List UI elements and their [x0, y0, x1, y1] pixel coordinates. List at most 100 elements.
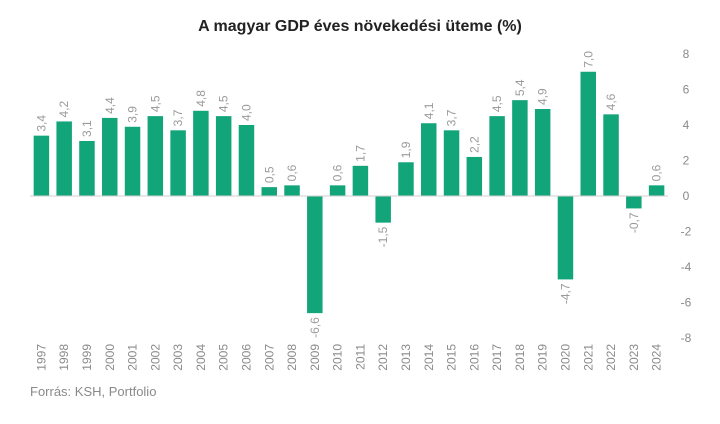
y-tick--6: -6 — [681, 296, 692, 310]
x-tick-1999: 1999 — [80, 344, 94, 371]
data-label-2008: 0,6 — [285, 164, 299, 181]
bar-2005 — [215, 116, 232, 197]
data-label-2012: -1,5 — [376, 226, 390, 247]
x-tick-2017: 2017 — [490, 344, 504, 371]
x-tick-2002: 2002 — [148, 344, 162, 371]
x-tick-2010: 2010 — [331, 344, 345, 371]
data-label-1999: 3,1 — [80, 120, 94, 137]
y-tick--4: -4 — [681, 260, 692, 274]
data-label-2014: 4,1 — [422, 102, 436, 119]
y-tick--2: -2 — [681, 225, 692, 239]
source-note: Forrás: KSH, Portfolio — [30, 384, 157, 399]
bar-2018 — [512, 100, 528, 196]
x-tick-2009: 2009 — [308, 344, 322, 371]
bar-2007 — [261, 187, 277, 197]
y-axis-ticks: 8 6 4 2 0 -2 -4 -6 -8 — [681, 47, 692, 345]
bar-1997 — [33, 135, 50, 196]
bar-2015 — [443, 130, 460, 196]
bar-2001 — [124, 126, 141, 196]
x-tick-2022: 2022 — [604, 344, 618, 371]
x-tick-2011: 2011 — [353, 344, 367, 370]
data-label-2003: 3,7 — [171, 109, 185, 126]
bar-2014 — [421, 123, 437, 196]
x-tick-2014: 2014 — [422, 344, 436, 371]
data-label-2023: -0,7 — [627, 212, 641, 233]
bar-2008 — [284, 185, 300, 196]
x-axis-ticks: 1997 1998 1999 2000 2001 2002 2003 2004 2005 2006… — [34, 344, 663, 371]
x-tick-2000: 2000 — [103, 344, 117, 371]
x-tick-2020: 2020 — [558, 344, 572, 371]
data-label-2002: 4,5 — [148, 95, 162, 112]
data-label-2009: -6,6 — [308, 317, 322, 338]
data-label-2022: 4,6 — [604, 93, 618, 110]
bar-2013 — [398, 162, 414, 196]
x-tick-2003: 2003 — [171, 344, 185, 371]
bar-1998 — [56, 121, 72, 196]
data-label-1997: 3,4 — [34, 115, 48, 132]
bar-2012 — [375, 196, 391, 223]
data-label-2020: -4,7 — [558, 283, 572, 304]
bar-2017 — [489, 116, 505, 197]
y-tick-0: 0 — [683, 189, 690, 203]
bar-2021 — [580, 71, 596, 196]
bar-2006 — [238, 125, 255, 196]
data-label-2016: 2,2 — [467, 136, 481, 153]
data-label-2005: 4,5 — [217, 95, 231, 112]
bar-2009 — [307, 196, 323, 314]
bar-2019 — [534, 109, 551, 196]
bar-2004 — [193, 110, 209, 196]
data-label-1998: 4,2 — [57, 100, 71, 117]
x-tick-2007: 2007 — [262, 344, 276, 371]
bar-2003 — [170, 130, 186, 196]
x-tick-2005: 2005 — [217, 344, 231, 371]
bar-2002 — [147, 116, 164, 197]
bar-2010 — [329, 185, 346, 196]
x-tick-2024: 2024 — [650, 344, 664, 371]
y-tick-6: 6 — [683, 83, 690, 97]
y-tick-4: 4 — [683, 118, 690, 132]
x-tick-2004: 2004 — [194, 344, 208, 371]
y-tick-8: 8 — [683, 47, 690, 61]
x-tick-2006: 2006 — [239, 344, 253, 371]
bar-2011 — [352, 165, 369, 196]
data-label-2013: 1,9 — [399, 141, 413, 158]
bar-2020 — [557, 196, 574, 280]
data-label-2006: 4,0 — [239, 104, 253, 121]
data-label-2017: 4,5 — [490, 95, 504, 112]
data-label-2004: 4,8 — [194, 90, 208, 107]
data-label-2015: 3,7 — [445, 109, 459, 126]
x-tick-2019: 2019 — [536, 344, 550, 371]
y-tick--8: -8 — [681, 331, 692, 345]
x-tick-2023: 2023 — [627, 344, 641, 371]
data-label-2024: 0,6 — [650, 164, 664, 181]
data-label-2019: 4,9 — [536, 88, 550, 105]
data-label-2021: 7,0 — [581, 51, 595, 68]
bar-2022 — [603, 114, 619, 196]
data-label-2010: 0,6 — [331, 164, 345, 181]
x-tick-1997: 1997 — [34, 344, 48, 371]
x-tick-2001: 2001 — [126, 344, 140, 371]
x-tick-2015: 2015 — [445, 344, 459, 371]
bar-2023 — [626, 196, 642, 209]
x-tick-2018: 2018 — [513, 344, 527, 371]
bar-2000 — [102, 117, 118, 196]
x-tick-2016: 2016 — [467, 344, 481, 371]
data-labels: 3,4 4,2 3,1 4,4 3,9 4,5 3,7 4,8 4,5 4,0 0,5 0,6 -6,6… — [34, 51, 663, 338]
x-tick-2021: 2021 — [581, 344, 595, 371]
bars-layer — [33, 71, 665, 314]
data-label-2000: 4,4 — [103, 97, 117, 114]
data-label-2018: 5,4 — [513, 79, 527, 96]
bar-2024 — [648, 185, 665, 196]
x-tick-1998: 1998 — [57, 344, 71, 371]
x-tick-2012: 2012 — [376, 344, 390, 371]
data-label-2001: 3,9 — [126, 106, 140, 123]
x-tick-2013: 2013 — [399, 344, 413, 371]
bar-2016 — [466, 156, 483, 196]
bar-1999 — [79, 140, 95, 196]
x-tick-2008: 2008 — [285, 344, 299, 371]
chart-title: A magyar GDP éves növekedési üteme (%) — [198, 18, 522, 35]
data-label-2007: 0,5 — [262, 166, 276, 183]
data-label-2011: 1,7 — [353, 145, 367, 162]
y-tick-2: 2 — [683, 154, 690, 168]
